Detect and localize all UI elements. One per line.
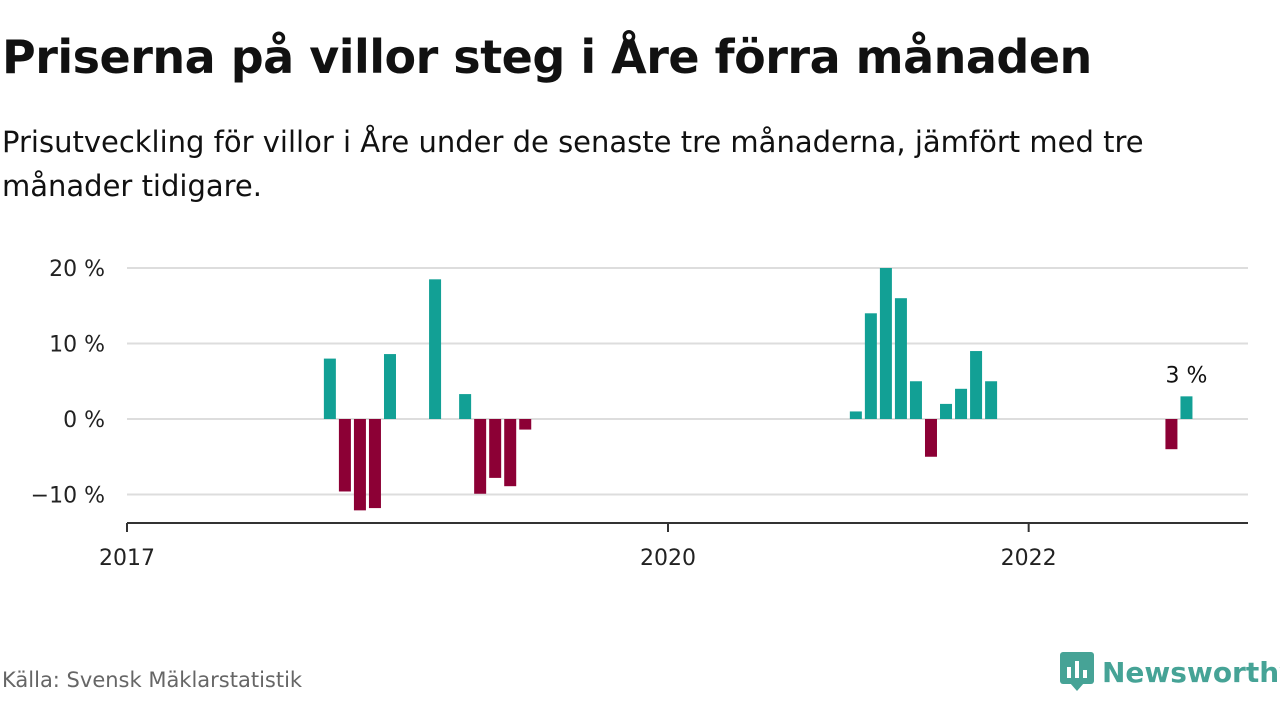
y-tick-label: 0 %: [63, 408, 105, 433]
gridlines: [127, 267, 1248, 496]
x-tick-label: 2017: [99, 546, 155, 571]
bar: [955, 388, 968, 419]
annotations: 3 %: [1166, 363, 1208, 388]
newsworthy-logo-icon: [1060, 652, 1094, 691]
bar: [849, 411, 862, 419]
bar: [429, 279, 442, 419]
bar: [1165, 419, 1178, 450]
y-tick-label: 20 %: [49, 257, 105, 282]
chart-subtitle: Prisutveckling för villor i Åre under de…: [2, 125, 1144, 203]
bar: [985, 381, 998, 419]
x-axis: 2017 2020 2022: [99, 522, 1248, 571]
y-axis: 20 % 10 % 0 % −10 %: [31, 257, 105, 509]
y-tick-label: 10 %: [49, 333, 105, 358]
x-tick-label: 2020: [640, 546, 696, 571]
bar: [1180, 396, 1193, 419]
bar: [489, 419, 502, 478]
bar: [338, 419, 351, 492]
bar: [368, 419, 381, 509]
bar: [879, 268, 892, 419]
bar: [909, 381, 922, 419]
bar: [864, 313, 877, 419]
bar: [894, 298, 907, 419]
bar: [970, 351, 983, 419]
brand-name: Newsworthy: [1102, 655, 1280, 689]
bar-chart: 2017 2020 2022 20 % 10 % 0 % −10 % 3 %: [31, 257, 1248, 571]
source-note: Källa: Svensk Mäklarstatistik: [2, 668, 303, 692]
bar: [504, 419, 517, 487]
y-tick-label: −10 %: [31, 484, 105, 509]
bar: [940, 403, 953, 419]
bar: [459, 394, 472, 419]
bar: [323, 358, 336, 419]
x-tick-label: 2022: [1001, 546, 1057, 571]
bar: [924, 419, 937, 457]
data-label: 3 %: [1166, 363, 1208, 388]
bar: [519, 419, 532, 430]
bars: [323, 268, 1193, 511]
bar: [474, 419, 487, 494]
brand: Newsworthy: [1060, 652, 1280, 692]
chart-title: Priserna på villor steg i Åre förra måna…: [2, 30, 1092, 84]
bar: [353, 419, 366, 511]
bar: [383, 354, 396, 419]
